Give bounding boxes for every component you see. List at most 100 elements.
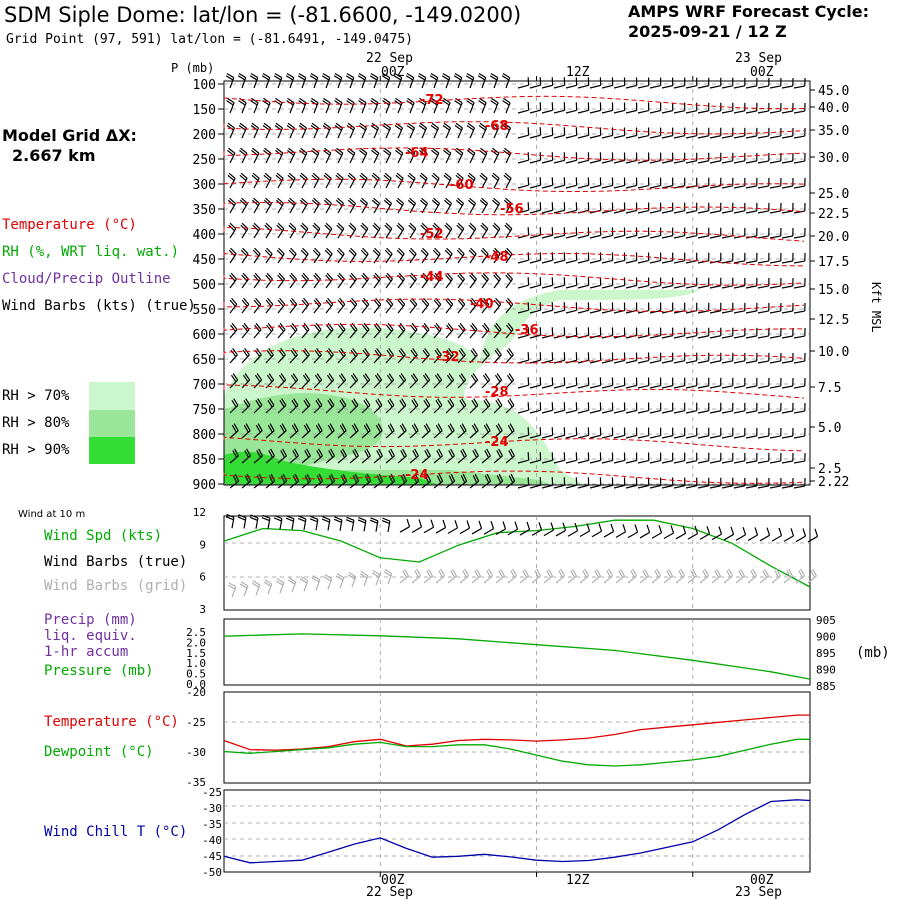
upper-wind-barb-flag bbox=[375, 297, 382, 305]
upper-wind-barb-flag bbox=[291, 399, 297, 408]
upper-wind-barb bbox=[757, 460, 769, 464]
upper-wind-barb bbox=[685, 210, 697, 214]
temperature-contour-line bbox=[223, 252, 805, 267]
upper-wind-barb-flag bbox=[267, 399, 273, 408]
upper-wind-barb bbox=[577, 459, 589, 464]
upper-wind-barb-flag bbox=[389, 398, 395, 406]
upper-wind-barb-flag bbox=[494, 324, 500, 332]
pressure-tick-label: 900 bbox=[816, 631, 836, 644]
upper-wind-barb-flag bbox=[360, 224, 367, 232]
wind-barb-true-flag bbox=[225, 516, 234, 521]
upper-wind-barb-flag bbox=[334, 125, 342, 131]
upper-wind-barb bbox=[685, 460, 697, 464]
upper-wind-barb-flag bbox=[408, 147, 416, 154]
wind-barb-grid-flag bbox=[359, 573, 368, 579]
wind-barb-grid-flag bbox=[714, 570, 720, 578]
upper-wind-barb bbox=[757, 110, 769, 114]
upper-wind-barb bbox=[661, 460, 673, 464]
upper-wind-barb-flag bbox=[447, 425, 453, 433]
upper-wind-barb-flag bbox=[252, 249, 260, 257]
upper-wind-barb-flag bbox=[290, 324, 296, 332]
upper-wind-barb-flag bbox=[510, 473, 516, 482]
upper-wind-barb bbox=[733, 360, 745, 364]
upper-wind-barb-flag bbox=[469, 274, 476, 282]
upper-wind-barb bbox=[745, 85, 757, 89]
upper-wind-barb bbox=[421, 253, 429, 264]
upper-wind-barb-flag bbox=[479, 174, 487, 181]
upper-wind-barb-flag bbox=[396, 249, 404, 257]
upper-wind-barb-flag bbox=[291, 297, 298, 305]
upper-wind-barb bbox=[625, 109, 637, 114]
temperature-contour-line bbox=[223, 201, 805, 216]
upper-wind-barb bbox=[769, 410, 781, 414]
upper-wind-barb bbox=[637, 384, 649, 389]
upper-wind-barb-flag bbox=[349, 222, 357, 230]
upper-wind-barb-flag bbox=[460, 373, 467, 381]
upper-wind-barb bbox=[553, 409, 565, 414]
upper-wind-barb-flag bbox=[432, 172, 440, 179]
upper-wind-barb-flag bbox=[226, 125, 234, 131]
upper-wind-barb bbox=[529, 334, 541, 339]
upper-wind-barb-flag bbox=[457, 299, 464, 307]
upper-wind-barb-flag bbox=[384, 224, 391, 232]
upper-wind-barb-flag bbox=[348, 172, 356, 179]
upper-wind-barb bbox=[625, 284, 637, 289]
upper-wind-barb-flag bbox=[374, 272, 381, 280]
upper-wind-barb-flag bbox=[370, 72, 379, 79]
wind-barb-grid-flag bbox=[644, 568, 649, 577]
upper-wind-barb-flag bbox=[244, 373, 251, 381]
upper-wind-barb bbox=[625, 134, 637, 139]
upper-wind-barb-flag bbox=[429, 75, 438, 81]
temp-legend: Temperature (°C) bbox=[44, 714, 179, 730]
upper-wind-barb-flag bbox=[342, 448, 347, 457]
upper-wind-barb-flag bbox=[281, 398, 287, 406]
wind-barb-grid-flag bbox=[476, 568, 481, 577]
upper-wind-barb-flag bbox=[225, 75, 234, 81]
upper-wind-barb bbox=[553, 359, 565, 364]
upper-wind-barb-flag bbox=[448, 475, 454, 483]
bottom-date-right: 23 Sep bbox=[735, 885, 782, 900]
upper-wind-barb-flag bbox=[242, 324, 248, 332]
wind-barb-grid-flag bbox=[239, 583, 248, 589]
upper-wind-barb-flag bbox=[360, 172, 368, 179]
wind-barb-true-flag bbox=[406, 518, 411, 527]
upper-wind-barb bbox=[541, 109, 553, 114]
pressure-tick-label: 450 bbox=[193, 253, 216, 268]
upper-wind-barb-flag bbox=[481, 274, 488, 282]
upper-wind-barb-flag bbox=[410, 349, 417, 357]
upper-wind-barb-flag bbox=[231, 425, 237, 433]
upper-wind-barb-flag bbox=[265, 299, 272, 307]
upper-wind-barb bbox=[625, 409, 637, 414]
upper-wind-barb bbox=[697, 335, 709, 339]
upper-wind-barb-flag bbox=[446, 247, 453, 255]
precip-tick-label: 0.5 bbox=[186, 668, 206, 681]
upper-wind-barb bbox=[553, 434, 565, 439]
upper-wind-barb-flag bbox=[432, 147, 440, 154]
temperature-contour-line bbox=[223, 323, 804, 338]
temperature-contour-line bbox=[223, 95, 805, 110]
upper-wind-barb-flag bbox=[288, 172, 296, 179]
upper-wind-barb bbox=[613, 109, 625, 114]
upper-wind-barb bbox=[613, 484, 625, 489]
temperature-contour-label: -44 bbox=[420, 270, 444, 285]
upper-wind-barb-flag bbox=[314, 247, 321, 255]
upper-wind-barb bbox=[733, 385, 745, 389]
upper-wind-barb bbox=[685, 385, 697, 389]
wind-barb-grid-flag bbox=[384, 568, 393, 575]
upper-wind-barb-flag bbox=[277, 274, 284, 282]
upper-wind-barb-flag bbox=[484, 450, 490, 458]
height-tick-label: 25.0 bbox=[818, 187, 849, 202]
upper-wind-barb-flag bbox=[359, 149, 367, 156]
upper-wind-barb bbox=[373, 278, 381, 289]
upper-wind-barb-flag bbox=[457, 274, 464, 282]
temperature-contour-line bbox=[223, 147, 805, 161]
upper-wind-barb bbox=[517, 484, 529, 489]
upper-wind-barb bbox=[229, 278, 237, 289]
wind-barb-grid-flag bbox=[716, 568, 721, 577]
upper-wind-barb-flag bbox=[363, 399, 369, 408]
upper-wind-barb bbox=[661, 85, 673, 89]
upper-wind-barb-flag bbox=[455, 174, 463, 181]
upper-wind-barb bbox=[685, 335, 697, 339]
pressure-tick-label: 550 bbox=[193, 303, 216, 318]
upper-wind-barb bbox=[349, 228, 357, 239]
